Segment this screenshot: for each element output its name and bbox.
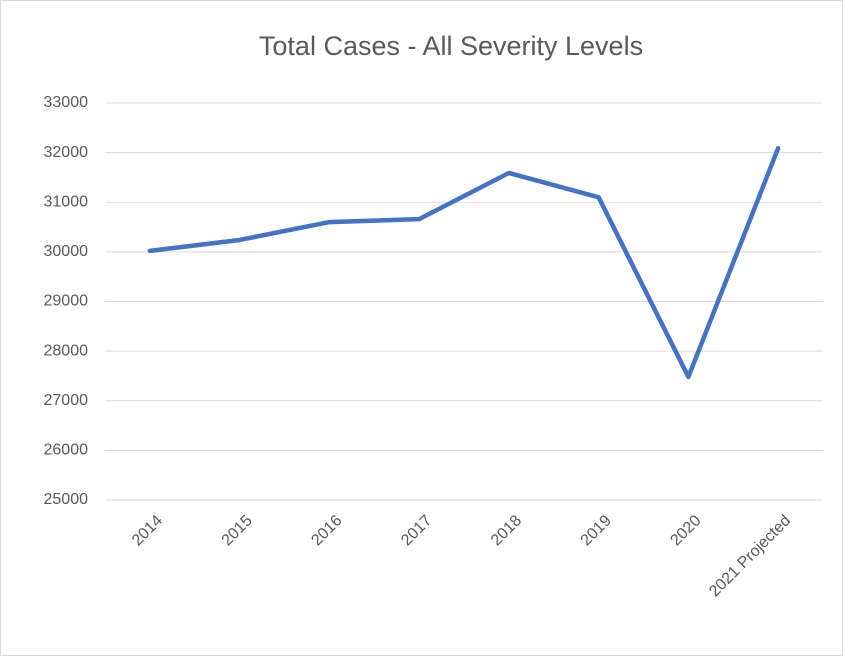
y-tick-label: 29000 bbox=[44, 293, 89, 310]
y-tick-label: 25000 bbox=[44, 491, 89, 508]
y-tick-label: 28000 bbox=[44, 342, 89, 359]
y-tick-label: 33000 bbox=[44, 94, 89, 111]
y-tick-label: 27000 bbox=[44, 392, 89, 409]
data-line bbox=[147, 145, 781, 380]
y-tick-label: 30000 bbox=[44, 243, 89, 260]
y-tick-label: 31000 bbox=[44, 193, 89, 210]
y-tick-label: 26000 bbox=[44, 442, 89, 459]
y-tick-label: 32000 bbox=[44, 144, 89, 161]
chart-title: Total Cases - All Severity Levels bbox=[259, 31, 643, 61]
